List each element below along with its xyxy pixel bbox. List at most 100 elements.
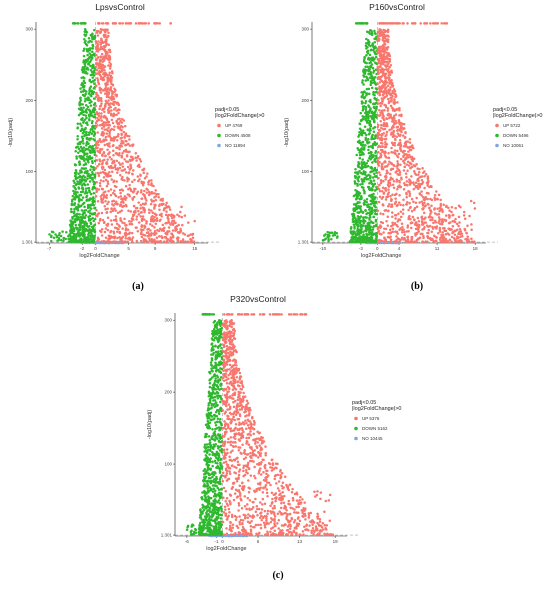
up-point <box>141 236 144 239</box>
up-point <box>117 112 120 115</box>
down-point <box>88 189 91 192</box>
down-point <box>86 50 89 53</box>
down-point <box>75 169 78 172</box>
up-point <box>377 136 380 139</box>
up-point <box>187 240 190 243</box>
down-point <box>324 238 327 241</box>
down-point <box>86 58 89 61</box>
up-point <box>184 240 187 243</box>
up-point <box>416 206 419 209</box>
down-point <box>88 157 91 160</box>
up-point <box>110 75 113 78</box>
up-point <box>127 188 130 191</box>
down-point <box>88 48 91 51</box>
down-point <box>353 223 356 226</box>
down-point <box>86 72 89 75</box>
down-point <box>357 226 360 229</box>
down-point <box>79 228 82 231</box>
up-point <box>429 225 432 228</box>
up-point <box>150 179 153 182</box>
down-point <box>363 71 366 74</box>
down-point <box>369 54 372 57</box>
up-point <box>105 136 108 139</box>
up-point <box>187 221 190 224</box>
down-point <box>76 22 79 25</box>
down-point <box>363 148 366 151</box>
up-point <box>101 228 104 231</box>
up-point <box>104 169 107 172</box>
up-point <box>379 195 382 198</box>
down-point <box>91 160 94 163</box>
up-point <box>135 22 138 25</box>
up-point <box>386 143 389 146</box>
up-point <box>423 22 426 25</box>
up-point <box>387 210 390 213</box>
down-point <box>52 231 55 234</box>
down-point <box>369 123 372 126</box>
down-point <box>83 159 86 162</box>
up-point <box>450 228 453 231</box>
up-point <box>380 233 383 236</box>
up-point <box>458 216 461 219</box>
down-point <box>326 231 329 234</box>
down-point <box>73 208 76 211</box>
down-point <box>77 142 80 145</box>
up-point <box>113 98 116 101</box>
up-point <box>389 97 392 100</box>
up-point <box>377 76 380 79</box>
up-point <box>409 240 412 243</box>
up-point <box>101 53 104 56</box>
down-point <box>85 214 88 217</box>
up-point <box>380 75 383 78</box>
up-point <box>99 73 102 76</box>
down-point <box>357 191 360 194</box>
down-point <box>74 186 77 189</box>
up-point <box>420 175 423 178</box>
up-point <box>470 228 473 231</box>
up-point <box>112 154 115 157</box>
down-point <box>74 196 77 199</box>
up-point <box>121 121 124 124</box>
down-point <box>89 240 92 243</box>
up-point <box>139 207 142 210</box>
down-point <box>91 177 94 180</box>
down-point <box>94 102 97 105</box>
up-point <box>418 201 421 204</box>
up-point <box>383 104 386 107</box>
up-point <box>150 232 153 235</box>
up-point <box>470 200 473 203</box>
up-point <box>163 230 166 233</box>
up-point <box>103 140 106 143</box>
up-point <box>111 223 114 226</box>
down-point <box>87 183 90 186</box>
down-point <box>88 219 91 222</box>
up-point <box>98 163 101 166</box>
down-point <box>88 139 91 142</box>
up-point <box>381 58 384 61</box>
down-point <box>375 87 378 90</box>
down-point <box>91 200 94 203</box>
up-point <box>397 126 400 128</box>
down-point <box>366 46 369 49</box>
up-point <box>130 155 133 158</box>
down-point <box>361 180 364 183</box>
up-point <box>143 22 146 25</box>
down-point <box>91 74 94 77</box>
up-point <box>142 206 145 209</box>
up-point <box>108 151 111 154</box>
down-point <box>79 226 82 229</box>
up-point <box>400 125 403 128</box>
down-point <box>371 240 374 243</box>
down-point <box>358 236 361 239</box>
down-point <box>365 137 368 140</box>
up-point <box>387 157 390 160</box>
up-point <box>426 22 429 25</box>
up-point <box>388 185 391 188</box>
up-point <box>381 67 384 70</box>
up-point <box>156 236 159 239</box>
up-point <box>407 230 410 233</box>
up-point <box>409 138 412 141</box>
up-point <box>119 22 122 25</box>
up-point <box>100 112 103 115</box>
down-point <box>70 240 73 243</box>
